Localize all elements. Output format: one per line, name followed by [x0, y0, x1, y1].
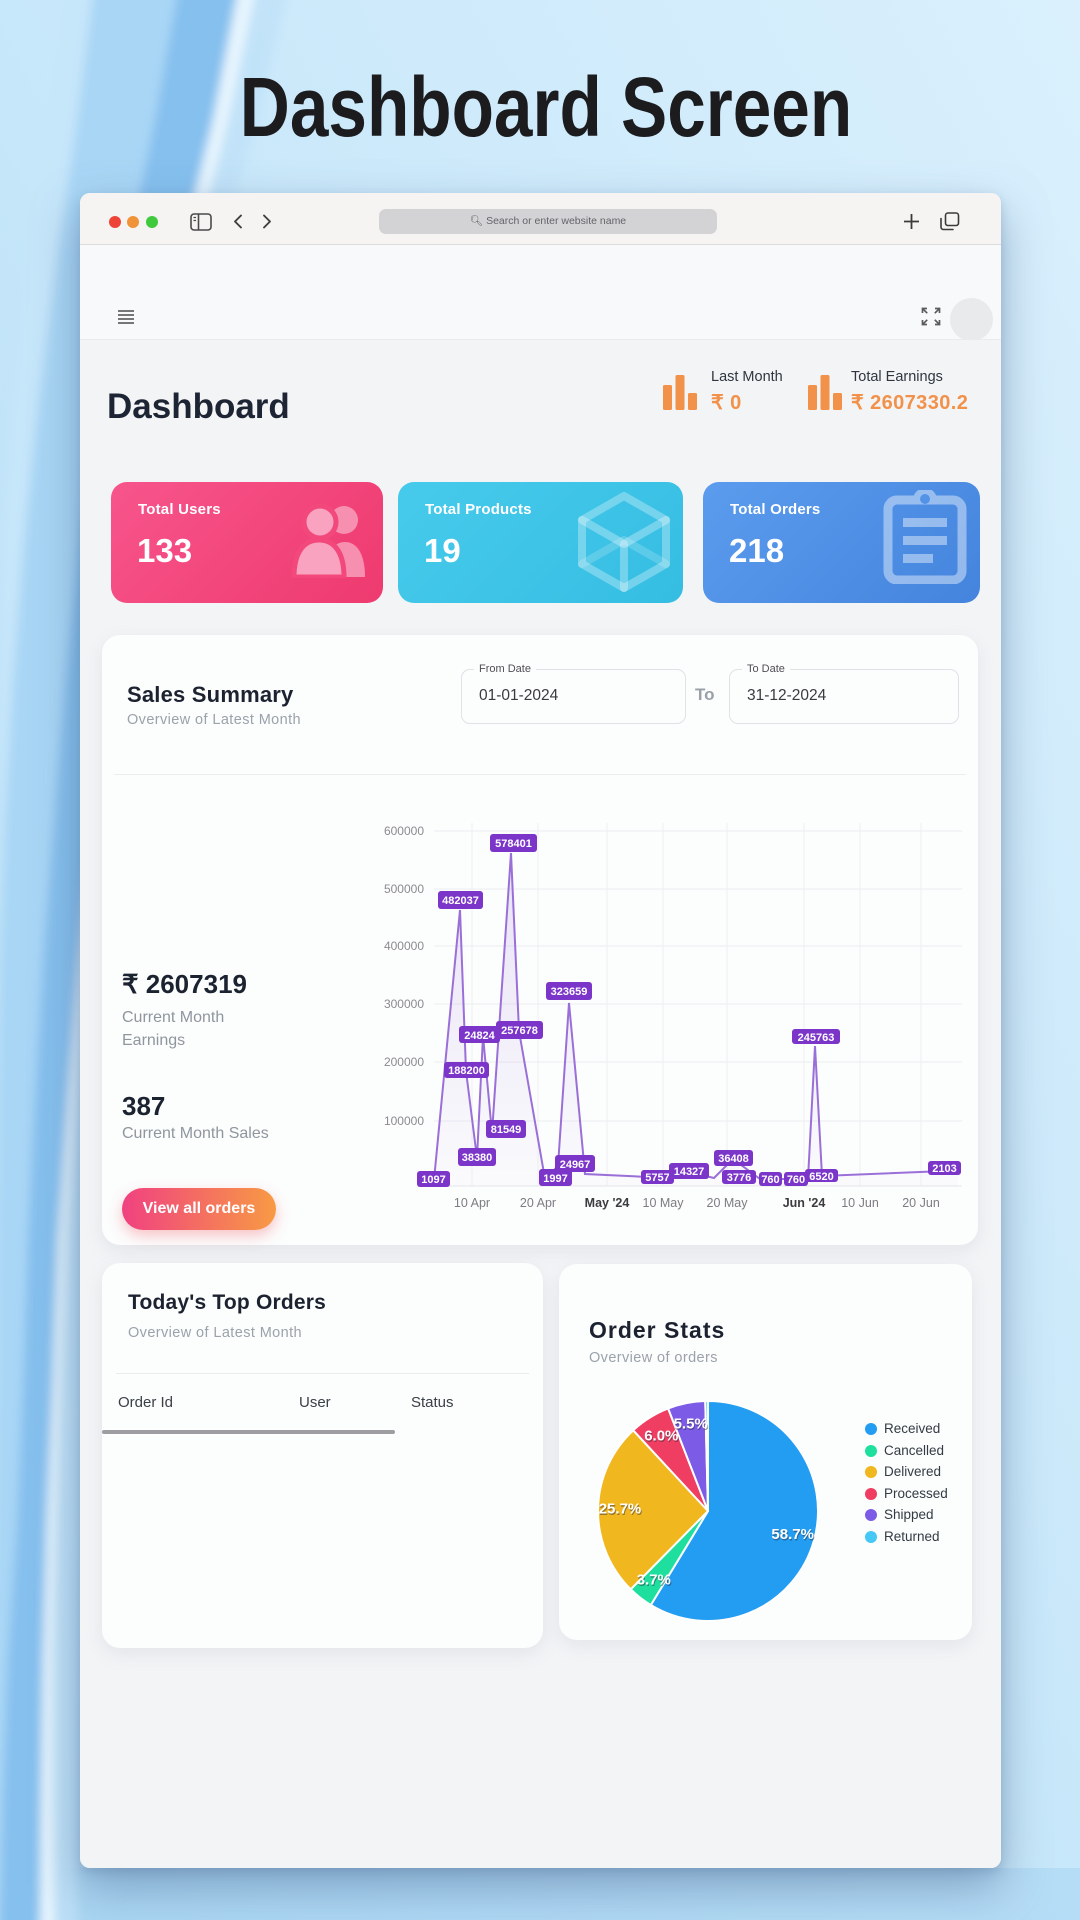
svg-text:6520: 6520 — [809, 1171, 833, 1183]
svg-text:578401: 578401 — [495, 838, 532, 850]
svg-text:38380: 38380 — [462, 1152, 493, 1164]
svg-text:400000: 400000 — [384, 939, 424, 953]
svg-text:Jun '24: Jun '24 — [783, 1196, 826, 1210]
svg-text:760: 760 — [761, 1174, 779, 1186]
svg-text:20 May: 20 May — [707, 1196, 749, 1210]
svg-text:20 Jun: 20 Jun — [902, 1196, 940, 1210]
svg-text:1997: 1997 — [543, 1173, 567, 1185]
svg-text:3776: 3776 — [727, 1172, 751, 1184]
svg-text:760: 760 — [787, 1174, 805, 1186]
svg-text:323659: 323659 — [551, 986, 588, 998]
svg-text:20 Apr: 20 Apr — [520, 1196, 556, 1210]
svg-text:1097: 1097 — [421, 1174, 445, 1186]
svg-text:482037: 482037 — [442, 895, 479, 907]
svg-text:300000: 300000 — [384, 997, 424, 1011]
svg-text:2103: 2103 — [932, 1163, 956, 1175]
svg-text:May '24: May '24 — [585, 1196, 630, 1210]
svg-text:81549: 81549 — [491, 1124, 522, 1136]
svg-text:36408: 36408 — [718, 1153, 749, 1165]
svg-text:5.5%: 5.5% — [674, 1417, 708, 1434]
svg-text:100000: 100000 — [384, 1114, 424, 1128]
svg-text:3.7%: 3.7% — [637, 1573, 671, 1590]
svg-text:188200: 188200 — [448, 1065, 485, 1077]
svg-text:200000: 200000 — [384, 1055, 424, 1069]
svg-text:5.5%: 5.5% — [674, 1416, 708, 1433]
svg-text:257678: 257678 — [501, 1025, 538, 1037]
svg-text:25.7%: 25.7% — [599, 1501, 642, 1518]
svg-text:24967: 24967 — [560, 1159, 591, 1171]
svg-text:58.7%: 58.7% — [771, 1526, 814, 1543]
svg-text:10 May: 10 May — [643, 1196, 685, 1210]
svg-text:25.7%: 25.7% — [600, 1502, 643, 1519]
svg-text:3.7%: 3.7% — [637, 1571, 671, 1588]
svg-text:58.7%: 58.7% — [772, 1527, 815, 1544]
svg-text:500000: 500000 — [384, 882, 424, 896]
svg-text:24824: 24824 — [464, 1030, 495, 1042]
svg-text:10 Apr: 10 Apr — [454, 1196, 490, 1210]
svg-text:245763: 245763 — [798, 1032, 835, 1044]
svg-text:5757: 5757 — [645, 1172, 669, 1184]
svg-text:6.0%: 6.0% — [645, 1429, 679, 1446]
svg-text:600000: 600000 — [384, 824, 424, 838]
svg-text:14327: 14327 — [674, 1166, 705, 1178]
svg-text:6.0%: 6.0% — [644, 1427, 678, 1444]
svg-text:10 Jun: 10 Jun — [841, 1196, 879, 1210]
